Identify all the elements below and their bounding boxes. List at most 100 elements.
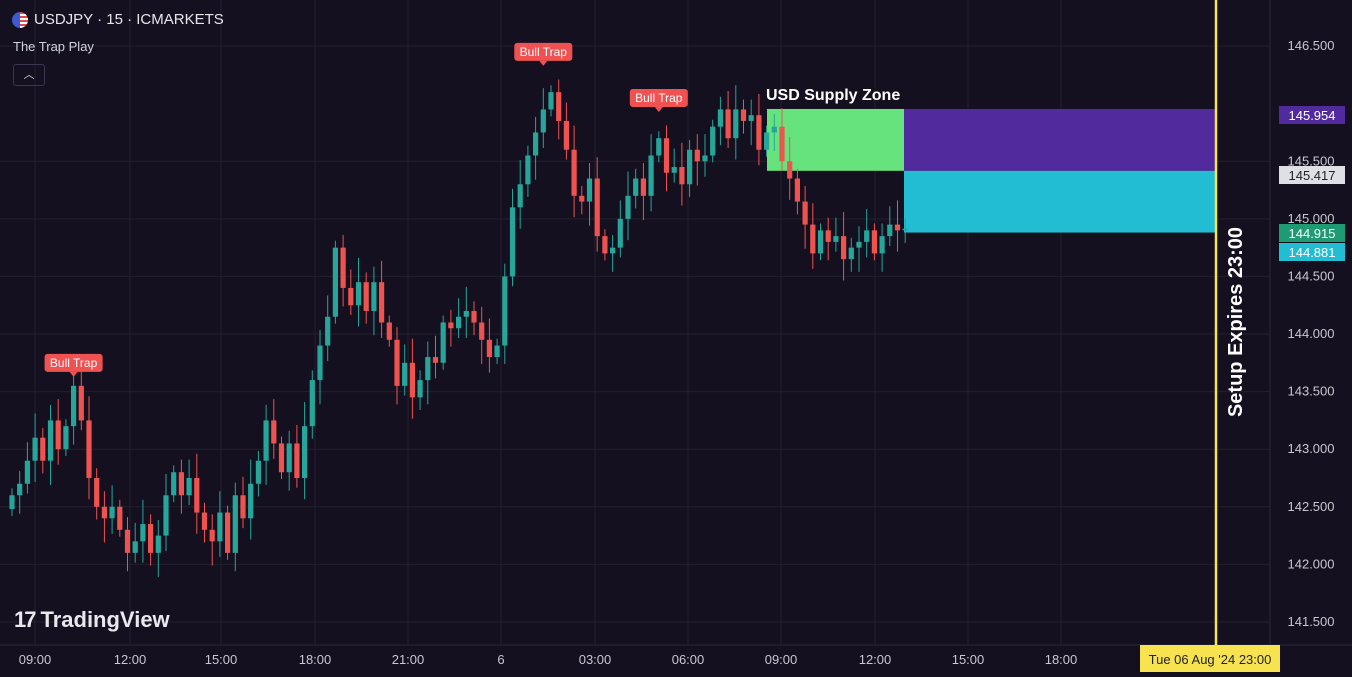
candle-body <box>864 230 870 242</box>
candle-body <box>856 241 862 248</box>
candle-body <box>648 155 654 196</box>
chart-grid <box>0 0 1352 646</box>
candle-body <box>640 178 646 196</box>
x-tick-label: 06:00 <box>672 652 705 667</box>
candle-body <box>710 126 716 156</box>
candle-body <box>163 495 169 536</box>
bull-trap-bg <box>44 353 103 372</box>
x-tick-label: 12:00 <box>114 652 147 667</box>
cyan-target-box <box>904 170 1216 233</box>
candle-body <box>379 282 385 323</box>
candle-body <box>633 178 639 196</box>
candle-body <box>571 149 577 196</box>
candle-body <box>802 201 808 225</box>
candle-body <box>317 345 323 381</box>
y-tick-label: 145.500 <box>1288 153 1335 168</box>
tradingview-logo: 17 TradingView <box>14 607 170 633</box>
candle-body <box>656 138 662 156</box>
x-tick-label: 09:00 <box>19 652 52 667</box>
candle-body <box>271 420 277 444</box>
candle-body <box>386 322 392 340</box>
bull-trap-bg <box>629 88 688 107</box>
price-label-bg <box>1279 224 1345 242</box>
indicator-name[interactable]: The Trap Play <box>13 39 94 54</box>
bull-trap-label: Bull Trap <box>520 45 568 59</box>
candle-body <box>371 282 377 311</box>
y-tick-label: 142.500 <box>1288 499 1335 514</box>
candles-layer <box>9 79 908 578</box>
candle-body <box>887 224 893 237</box>
candle-body <box>871 230 877 254</box>
candle-body <box>479 322 485 340</box>
candle-body <box>263 420 269 461</box>
bull-trap-bg <box>514 42 573 61</box>
y-tick-label: 146.500 <box>1288 38 1335 53</box>
purple-target-box <box>904 108 1216 171</box>
x-tick-label: 18:00 <box>299 652 332 667</box>
candle-body <box>894 224 901 231</box>
candle-body <box>394 339 400 386</box>
candle-body <box>794 178 800 202</box>
candle-body <box>40 437 46 461</box>
price-axis: 146.500 145.500 145.000 144.500 144.000 143.5… <box>1279 38 1345 629</box>
bull-trap-pointer <box>539 60 548 66</box>
price-label-bg <box>1279 106 1345 124</box>
candle-body <box>848 247 854 260</box>
collapse-chevron-up-icon[interactable]: ︿ <box>13 64 45 86</box>
expiry-line-layer: Setup Expires 23:00 Tue 06 Aug '24 23:00 <box>1140 0 1280 672</box>
candle-body <box>902 228 908 231</box>
candle-body <box>117 506 123 530</box>
candle-body <box>563 120 569 150</box>
candle-body <box>432 357 439 363</box>
candle-body <box>841 236 847 260</box>
candle-body <box>456 316 462 329</box>
candle-body <box>517 184 523 208</box>
candle-body <box>463 310 469 317</box>
price-label: 144.881 <box>1289 245 1336 260</box>
x-tick-label: 15:00 <box>205 652 238 667</box>
price-label: 145.954 <box>1289 108 1336 123</box>
candle-body <box>486 339 492 358</box>
y-tick-label: 145.000 <box>1288 211 1335 226</box>
price-label: 145.417 <box>1289 168 1336 183</box>
candle-body <box>525 155 531 185</box>
candle-body <box>217 512 223 542</box>
candle-body <box>825 230 831 242</box>
candle-body <box>779 126 785 162</box>
candle-body <box>340 247 346 288</box>
candle-body <box>140 524 146 542</box>
candle-body <box>302 426 308 478</box>
candle-body <box>255 460 261 484</box>
symbol-title[interactable]: USDJPY · 15 · ICMARKETS <box>34 11 224 28</box>
bull-trap-annotation: Bull Trap <box>44 353 103 377</box>
candle-body <box>148 524 154 553</box>
candle-body <box>402 362 408 386</box>
candle-body <box>132 541 138 553</box>
candle-body <box>448 322 454 329</box>
candle-body <box>879 236 885 254</box>
candle-body <box>471 310 477 323</box>
candle-body <box>417 380 423 398</box>
x-tick-label: 18:00 <box>1045 652 1078 667</box>
candle-body <box>348 287 354 306</box>
logo-text: TradingView <box>40 607 170 632</box>
x-tick-label: 21:00 <box>392 652 425 667</box>
candle-body <box>286 443 292 473</box>
candle-body <box>24 460 30 484</box>
price-label: 144.915 <box>1289 226 1336 241</box>
x-tick-label: 12:00 <box>859 652 892 667</box>
time-axis: 09:00 12:00 15:00 18:00 21:00 6 03:00 06:00 09:0… <box>19 652 1281 667</box>
candle-body <box>155 535 161 553</box>
candle-body <box>694 149 700 162</box>
bull-trap-annotation: Bull Trap <box>514 42 573 66</box>
chart-header: USDJPY · 15 · ICMARKETS <box>12 11 224 28</box>
candle-body <box>817 230 824 254</box>
candle-body <box>55 420 61 450</box>
candle-body <box>425 357 431 381</box>
bull-trap-annotation: Bull Trap <box>629 88 688 112</box>
y-tick-label: 144.500 <box>1288 268 1335 283</box>
y-tick-label: 141.500 <box>1288 614 1335 629</box>
candle-body <box>663 138 670 173</box>
candle-body <box>440 322 446 363</box>
